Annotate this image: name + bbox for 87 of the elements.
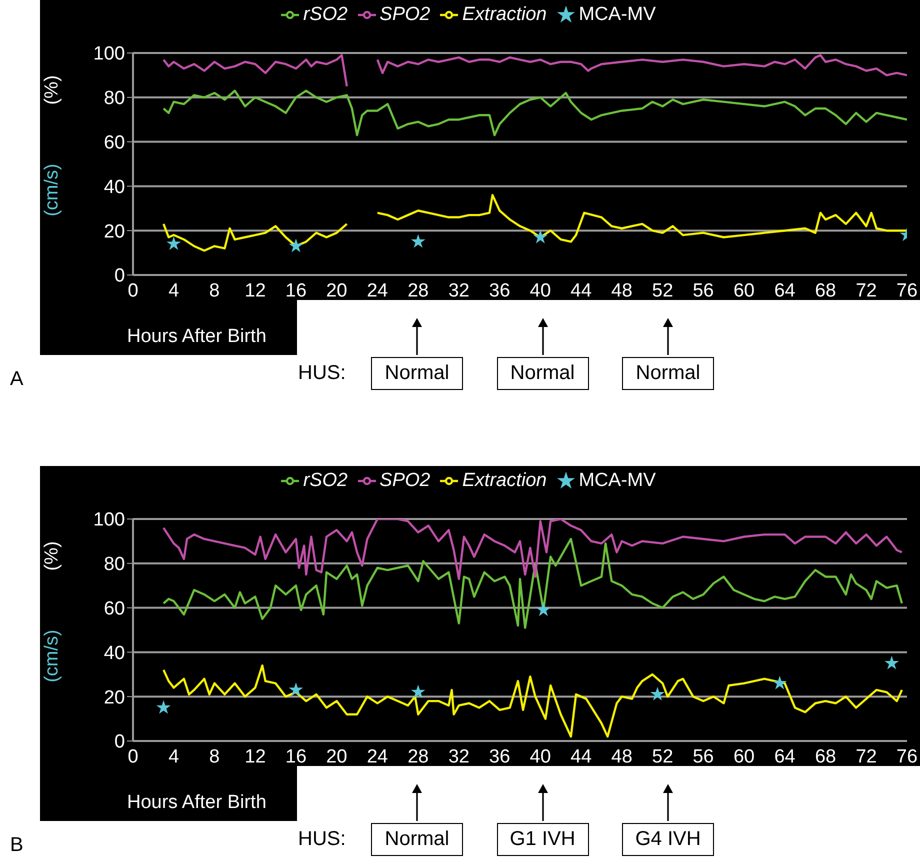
y-tick-label: 0: [114, 266, 125, 287]
x-tick-label: 64: [774, 746, 796, 768]
text: Normal: [371, 357, 463, 390]
text: Normal: [371, 823, 463, 856]
x-tick-label: 8: [209, 280, 220, 302]
x-tick-label: 60: [733, 280, 755, 302]
x-tick-label: 20: [326, 280, 348, 302]
text: G1 IVH: [496, 823, 588, 856]
x-tick-label: 12: [244, 746, 266, 768]
x-tick-label: 36: [489, 746, 510, 768]
y-axis-title: (%): [42, 75, 62, 105]
legend-label: MCA-MV: [578, 4, 656, 25]
x-tick-label: 28: [408, 280, 429, 302]
point: [536, 602, 551, 616]
x-tick-label: 48: [611, 746, 632, 768]
line-series: [162, 519, 904, 580]
legend-label: SPO2: [380, 470, 430, 491]
x-tick-label: 76: [896, 746, 918, 768]
y-tick-label: 60: [104, 598, 125, 620]
x-tick-label: 4: [168, 746, 180, 768]
y-tick-label: 20: [104, 687, 125, 708]
legend-label: SPO2: [380, 4, 430, 25]
x-tick-label: 56: [692, 746, 714, 768]
x-tick-label: 48: [611, 280, 632, 302]
text: A: [10, 368, 24, 391]
x-tick-label: 76: [896, 280, 918, 302]
point: [772, 676, 787, 690]
x-tick-label: 40: [530, 746, 551, 768]
legend-label: MCA-MV: [578, 470, 656, 491]
x-tick-label: 0: [128, 280, 138, 302]
text: Normal: [496, 357, 588, 390]
x-tick-label: 60: [733, 746, 755, 768]
text: HUS:: [298, 828, 346, 851]
line-series: [162, 664, 904, 738]
point: [410, 684, 426, 698]
legend-label: Extraction: [462, 470, 547, 491]
x-tick-label: 40: [530, 280, 551, 302]
x-tick-label: 16: [285, 746, 307, 768]
y-tick-label: 80: [104, 88, 125, 110]
line-series: [162, 90, 907, 136]
text: Normal: [622, 357, 714, 390]
x-tick-label: 24: [366, 746, 388, 768]
x-tick-label: 72: [856, 746, 877, 768]
x-tick-label: 4: [168, 280, 180, 302]
x-axis-title: Hours After Birth: [127, 792, 266, 814]
point: [156, 700, 171, 714]
legend-label: Extraction: [462, 4, 547, 25]
x-tick-label: 24: [366, 280, 388, 302]
x-tick-label: 36: [489, 280, 510, 302]
x-tick-label: 44: [570, 280, 592, 302]
x-tick-label: 0: [128, 746, 138, 768]
x-tick-label: 32: [448, 746, 470, 768]
point: [650, 686, 665, 700]
x-tick-label: 12: [244, 280, 266, 302]
y-axis-title: (%): [42, 541, 62, 571]
x-tick-label: 28: [408, 746, 429, 768]
y-tick-label: 20: [104, 221, 125, 242]
x-tick-label: 72: [856, 280, 877, 302]
text: (cm/s): [42, 630, 62, 682]
x-tick-label: 52: [652, 746, 674, 768]
x-tick-label: 68: [814, 746, 836, 768]
y-tick-label: 60: [104, 132, 125, 154]
y-tick-label: 80: [104, 554, 125, 576]
y-tick-label: 0: [114, 732, 125, 753]
y-tick-label: 100: [93, 510, 125, 531]
point: [288, 682, 304, 696]
y-tick-label: 100: [93, 44, 125, 65]
text: (cm/s): [42, 164, 62, 216]
x-tick-label: 16: [285, 280, 307, 302]
point: [884, 656, 899, 670]
x-tick-label: 20: [326, 746, 348, 768]
legend-label: rSO2: [303, 4, 348, 25]
y-tick-label: 40: [104, 176, 125, 198]
x-tick-label: 56: [692, 280, 714, 302]
x-tick-label: 64: [774, 280, 796, 302]
x-tick-label: 32: [448, 280, 470, 302]
x-axis-title: Hours After Birth: [127, 326, 266, 348]
text: G4 IVH: [622, 823, 714, 856]
x-tick-label: 52: [652, 280, 674, 302]
text: HUS:: [298, 362, 346, 385]
line-series: [162, 538, 904, 629]
legend-label: rSO2: [303, 470, 348, 491]
y-tick-label: 40: [104, 642, 125, 664]
x-tick-label: 68: [814, 280, 836, 302]
text: B: [10, 834, 24, 857]
x-tick-label: 8: [209, 746, 220, 768]
x-tick-label: 44: [570, 746, 592, 768]
